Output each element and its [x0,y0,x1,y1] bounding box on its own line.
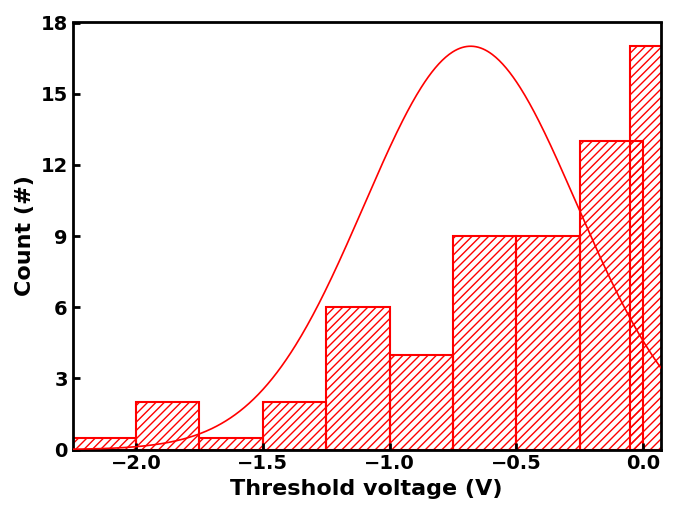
Bar [72,438,136,450]
Bar [200,438,263,450]
X-axis label: Threshold voltage (V): Threshold voltage (V) [230,479,503,499]
Bar [517,236,580,450]
Bar [263,402,326,450]
Bar [630,46,677,450]
Bar [580,141,643,450]
Bar [326,307,389,450]
Bar [136,402,200,450]
Bar [389,355,453,450]
Bar [453,236,517,450]
Y-axis label: Count (#): Count (#) [15,176,35,297]
